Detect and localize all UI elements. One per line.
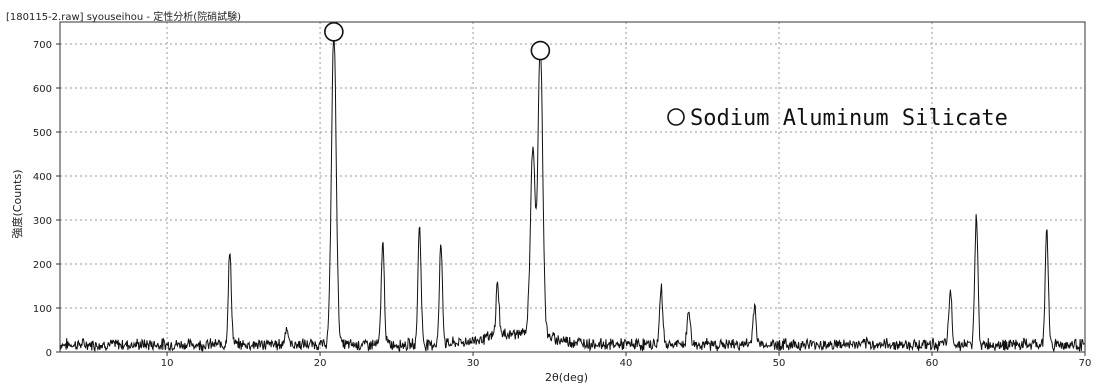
- peak-marker-icon: [530, 40, 551, 61]
- x-tick-label: 10: [161, 358, 174, 369]
- x-tick-label: 40: [620, 358, 633, 369]
- y-tick-label: 600: [33, 84, 52, 95]
- y-tick-label: 400: [33, 172, 52, 183]
- y-tick-label: 0: [46, 348, 52, 359]
- y-tick-label: 300: [33, 216, 52, 227]
- x-tick-label: 50: [773, 358, 786, 369]
- legend-label: Sodium Aluminum Silicate: [690, 106, 1008, 131]
- x-tick-label: 30: [467, 358, 480, 369]
- legend: Sodium Aluminum Silicate: [667, 106, 1008, 131]
- y-tick-label: 500: [33, 128, 52, 139]
- y-tick-label: 200: [33, 260, 52, 271]
- plot-frame: [59, 21, 1086, 353]
- x-tick-label: 70: [1079, 358, 1092, 369]
- y-tick-label: 700: [33, 40, 52, 51]
- peak-marker-icon: [324, 21, 344, 42]
- x-axis-label: 2θ(deg): [545, 371, 589, 384]
- chart-grid: [60, 22, 1085, 352]
- file-header: [180115-2.raw] syouseihou - 定性分析(院硝試験): [6, 12, 242, 23]
- spectrum-line: [59, 39, 1086, 353]
- legend-marker-icon: [667, 108, 685, 126]
- peak-markers: [324, 21, 551, 61]
- x-tick-label: 60: [926, 358, 939, 369]
- x-tick-label: 20: [314, 358, 327, 369]
- y-tick-label: 100: [33, 304, 52, 315]
